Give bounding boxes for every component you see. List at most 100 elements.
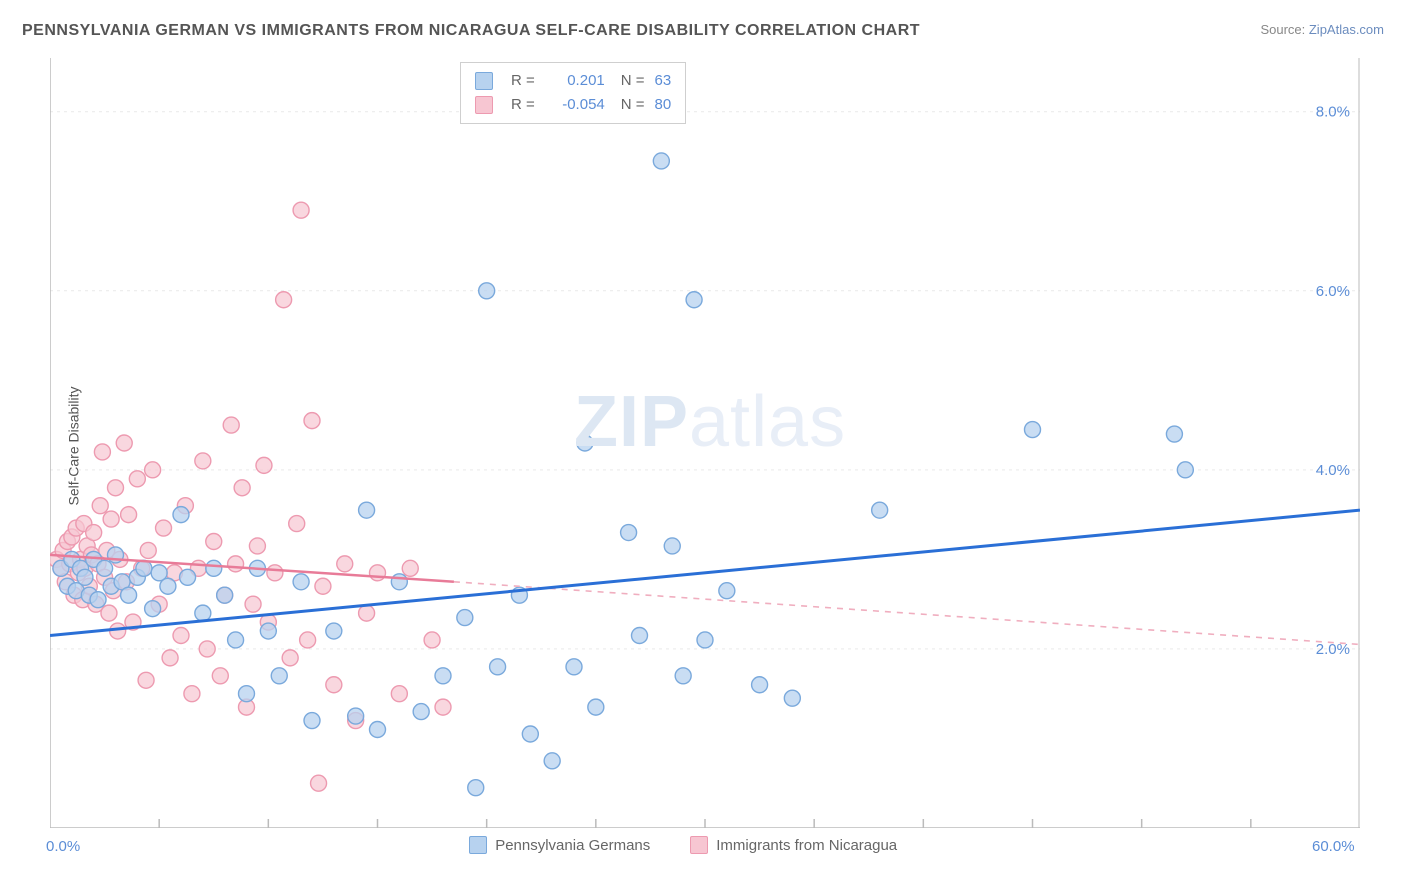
data-point bbox=[180, 569, 196, 585]
data-point bbox=[289, 516, 305, 532]
data-point bbox=[121, 587, 137, 603]
data-point bbox=[206, 533, 222, 549]
source-prefix: Source: bbox=[1260, 22, 1308, 37]
data-point bbox=[260, 623, 276, 639]
data-point bbox=[311, 775, 327, 791]
data-point bbox=[195, 605, 211, 621]
data-point bbox=[457, 610, 473, 626]
x-axis-min-label: 0.0% bbox=[46, 838, 80, 855]
data-point bbox=[468, 780, 484, 796]
data-point bbox=[173, 507, 189, 523]
stats-row: R =0.201N =63 bbox=[475, 69, 671, 93]
trendline-b-dashed bbox=[454, 582, 1360, 645]
r-value: 0.201 bbox=[545, 69, 605, 93]
data-point bbox=[1025, 422, 1041, 438]
legend-swatch bbox=[690, 836, 708, 854]
y-tick-label: 6.0% bbox=[1316, 283, 1350, 300]
data-point bbox=[293, 574, 309, 590]
y-tick-label: 8.0% bbox=[1316, 104, 1350, 121]
legend-item: Pennsylvania Germans bbox=[469, 836, 650, 854]
series-legend: Pennsylvania Germans Immigrants from Nica… bbox=[469, 836, 897, 854]
data-point bbox=[282, 650, 298, 666]
data-point bbox=[184, 686, 200, 702]
data-point bbox=[160, 578, 176, 594]
data-point bbox=[199, 641, 215, 657]
data-point bbox=[435, 668, 451, 684]
source-label: Source: ZipAtlas.com bbox=[1260, 22, 1384, 37]
data-point bbox=[101, 605, 117, 621]
stats-legend: R =0.201N =63R =-0.054N =80 bbox=[460, 62, 686, 124]
x-axis-max-label: 60.0% bbox=[1312, 838, 1355, 855]
data-point bbox=[784, 690, 800, 706]
source-link[interactable]: ZipAtlas.com bbox=[1309, 22, 1384, 37]
data-point bbox=[348, 708, 364, 724]
data-point bbox=[577, 435, 593, 451]
data-point bbox=[1177, 462, 1193, 478]
stats-row: R =-0.054N =80 bbox=[475, 93, 671, 117]
data-point bbox=[145, 462, 161, 478]
y-tick-label: 4.0% bbox=[1316, 462, 1350, 479]
data-point bbox=[653, 153, 669, 169]
data-point bbox=[256, 457, 272, 473]
data-point bbox=[402, 560, 418, 576]
trendline-a bbox=[50, 510, 1360, 635]
data-point bbox=[664, 538, 680, 554]
data-point bbox=[245, 596, 261, 612]
data-point bbox=[719, 583, 735, 599]
data-point bbox=[370, 565, 386, 581]
data-point bbox=[337, 556, 353, 572]
data-point bbox=[195, 453, 211, 469]
data-point bbox=[90, 592, 106, 608]
data-point bbox=[293, 202, 309, 218]
y-tick-label: 2.0% bbox=[1316, 641, 1350, 658]
data-point bbox=[234, 480, 250, 496]
data-point bbox=[326, 623, 342, 639]
stats-swatch bbox=[475, 72, 493, 90]
scatter-plot: 2.0% 4.0% 6.0% 8.0% bbox=[50, 58, 1360, 828]
data-point bbox=[490, 659, 506, 675]
chart-title: PENNSYLVANIA GERMAN VS IMMIGRANTS FROM N… bbox=[22, 22, 920, 40]
data-point bbox=[675, 668, 691, 684]
data-point bbox=[116, 435, 132, 451]
legend-swatch bbox=[469, 836, 487, 854]
data-point bbox=[304, 413, 320, 429]
data-point bbox=[108, 480, 124, 496]
data-point bbox=[697, 632, 713, 648]
data-point bbox=[129, 471, 145, 487]
data-point bbox=[140, 542, 156, 558]
data-point bbox=[315, 578, 331, 594]
data-point bbox=[77, 569, 93, 585]
data-point bbox=[391, 574, 407, 590]
data-point bbox=[267, 565, 283, 581]
data-point bbox=[621, 525, 637, 541]
data-point bbox=[413, 704, 429, 720]
data-point bbox=[92, 498, 108, 514]
legend-label: Immigrants from Nicaragua bbox=[716, 837, 897, 854]
legend-item: Immigrants from Nicaragua bbox=[690, 836, 897, 854]
data-point bbox=[217, 587, 233, 603]
data-point bbox=[1166, 426, 1182, 442]
data-point bbox=[632, 628, 648, 644]
data-point bbox=[228, 556, 244, 572]
data-point bbox=[479, 283, 495, 299]
data-point bbox=[156, 520, 172, 536]
data-point bbox=[424, 632, 440, 648]
n-label: N = bbox=[621, 69, 645, 93]
data-point bbox=[522, 726, 538, 742]
n-value: 80 bbox=[655, 93, 672, 117]
data-point bbox=[223, 417, 239, 433]
legend-label: Pennsylvania Germans bbox=[495, 837, 650, 854]
data-point bbox=[588, 699, 604, 715]
data-point bbox=[162, 650, 178, 666]
data-point bbox=[544, 753, 560, 769]
data-point bbox=[239, 686, 255, 702]
data-point bbox=[304, 713, 320, 729]
data-point bbox=[276, 292, 292, 308]
data-point bbox=[103, 511, 119, 527]
data-point bbox=[752, 677, 768, 693]
data-point bbox=[326, 677, 342, 693]
data-point bbox=[359, 502, 375, 518]
data-point bbox=[138, 672, 154, 688]
r-label: R = bbox=[511, 69, 535, 93]
data-point bbox=[206, 560, 222, 576]
